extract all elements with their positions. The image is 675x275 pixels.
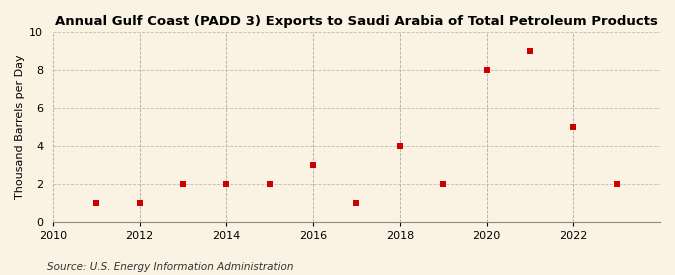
Point: [265, 182, 275, 186]
Point: [351, 200, 362, 205]
Point: [221, 182, 232, 186]
Text: Source: U.S. Energy Information Administration: Source: U.S. Energy Information Administ…: [47, 262, 294, 272]
Point: [91, 200, 102, 205]
Point: [524, 49, 535, 53]
Point: [178, 182, 188, 186]
Point: [438, 182, 449, 186]
Point: [481, 68, 492, 72]
Point: [394, 144, 405, 148]
Point: [308, 163, 319, 167]
Title: Annual Gulf Coast (PADD 3) Exports to Saudi Arabia of Total Petroleum Products: Annual Gulf Coast (PADD 3) Exports to Sa…: [55, 15, 658, 28]
Point: [612, 182, 622, 186]
Point: [134, 200, 145, 205]
Point: [568, 125, 578, 129]
Y-axis label: Thousand Barrels per Day: Thousand Barrels per Day: [15, 54, 25, 199]
